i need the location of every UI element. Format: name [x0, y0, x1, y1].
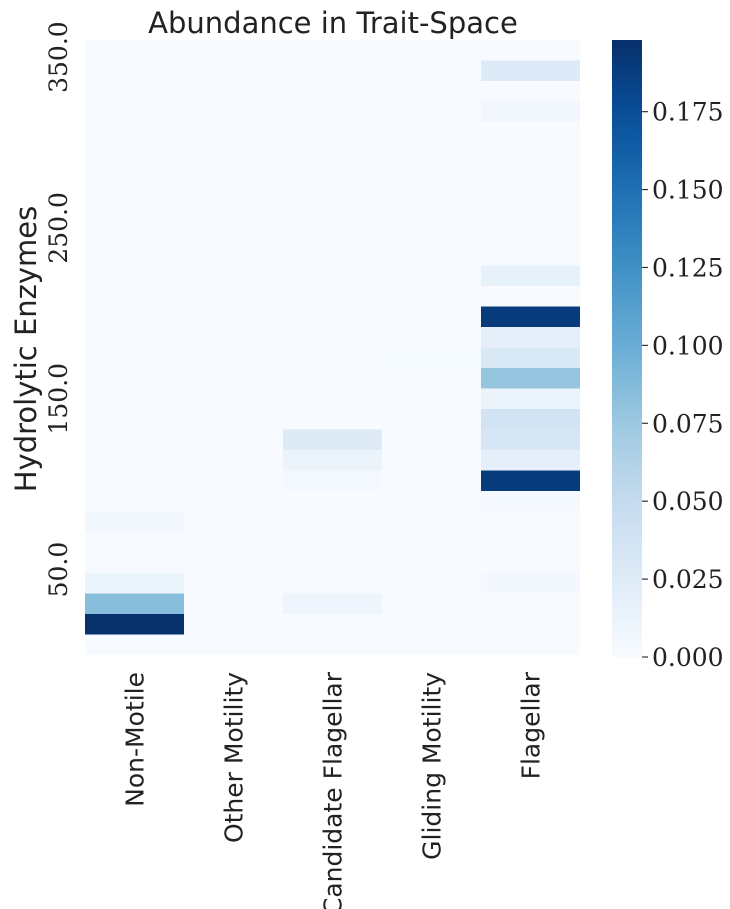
heatmap-cell — [481, 388, 580, 409]
x-tick-label: Other Motility — [220, 672, 249, 843]
x-tick-label: Flagellar — [517, 671, 546, 779]
heatmap-cell — [481, 368, 580, 389]
heatmap-cell — [283, 470, 382, 491]
heatmap-cell — [481, 101, 580, 122]
x-axis-ticks: Non-Motile Other Motility Candidate Flagel… — [121, 671, 546, 909]
y-axis-label: Hydrolytic Enzymes — [9, 206, 43, 493]
colorbar-tick-label: 0.175 — [652, 98, 724, 127]
heatmap-cell — [283, 429, 382, 450]
heatmap-cell — [481, 429, 580, 450]
heatmap-cell — [481, 306, 580, 327]
colorbar-tick-label: 0.125 — [652, 253, 724, 282]
y-tick-label: 150.0 — [44, 363, 73, 435]
colorbar-scale — [612, 40, 642, 657]
colorbar-tick-label: 0.150 — [652, 176, 724, 205]
heatmap-cell — [481, 347, 580, 368]
heatmap-cell — [481, 327, 580, 348]
heatmap-cell — [85, 573, 184, 594]
heatmap-cell — [85, 511, 184, 532]
heatmap-cell — [481, 265, 580, 286]
colorbar: 0.000 0.025 0.050 0.075 0.100 0.125 0.150 0.175 — [612, 40, 724, 672]
x-tick-label: Non-Motile — [121, 672, 150, 807]
x-tick-label: Gliding Motility — [418, 672, 447, 860]
heatmap-cell — [481, 573, 580, 594]
heatmap-cell — [85, 593, 184, 614]
heatmap-cell — [481, 409, 580, 430]
y-tick-label: 350.0 — [44, 21, 73, 93]
y-axis-ticks: 50.0 150.0 250.0 350.0 — [44, 21, 73, 597]
y-tick-label: 50.0 — [44, 542, 73, 598]
colorbar-tick-label: 0.025 — [652, 565, 724, 594]
colorbar-tick-label: 0.075 — [652, 409, 724, 438]
chart-title: Abundance in Trait-Space — [148, 6, 518, 40]
heatmap-cell — [481, 470, 580, 491]
heatmap-cell — [481, 491, 580, 512]
heatmap-cell — [283, 450, 382, 471]
heatmap-cell — [382, 347, 481, 368]
y-tick-label: 250.0 — [44, 192, 73, 264]
colorbar-tick-label: 0.050 — [652, 487, 724, 516]
heatmap-cell — [481, 60, 580, 81]
x-tick-label: Candidate Flagellar — [319, 671, 348, 909]
heatmap-cell — [283, 593, 382, 614]
colorbar-tick-label: 0.100 — [652, 331, 724, 360]
heatmap-cell — [481, 450, 580, 471]
plot-area — [85, 40, 580, 655]
heatmap-cell — [85, 614, 184, 635]
colorbar-tick-label: 0.000 — [652, 643, 724, 672]
